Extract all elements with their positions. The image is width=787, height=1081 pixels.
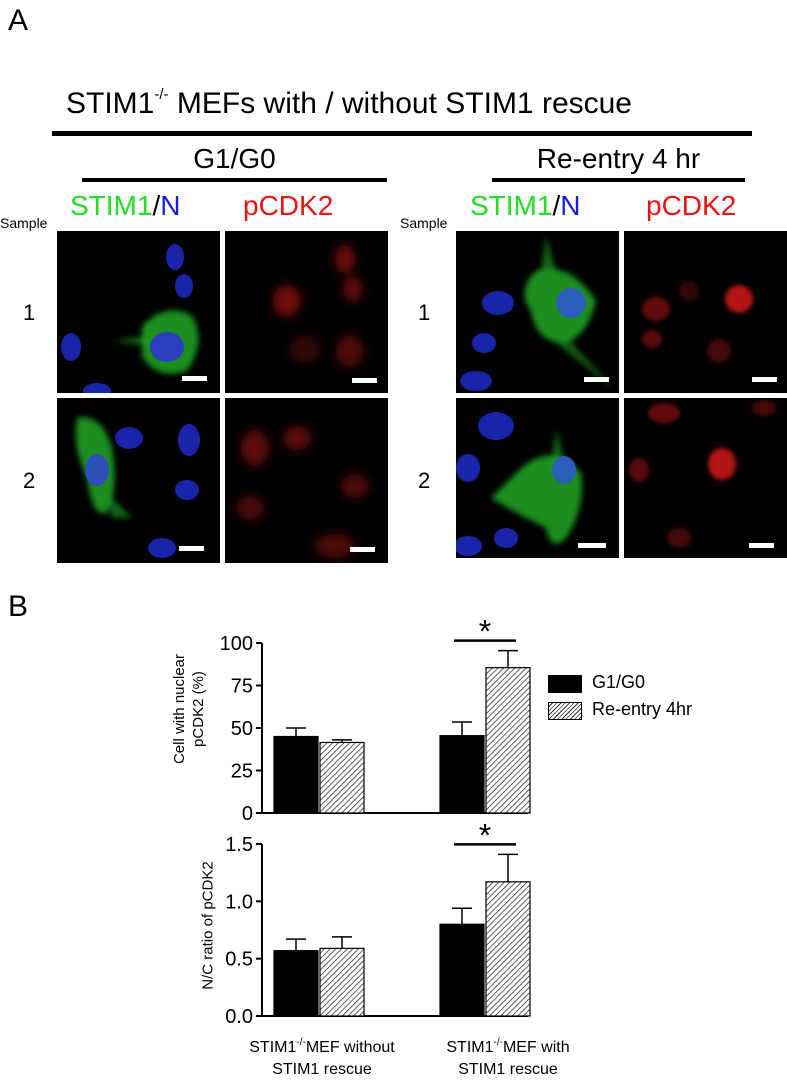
micrograph-reentry-pcdk2-sample2 — [624, 398, 787, 558]
legend-label-g1g0: G1/G0 — [592, 672, 646, 692]
chart-1-significance-star: * — [479, 614, 491, 650]
label-n: N — [160, 190, 181, 221]
label-stim1: STIM1 — [70, 190, 153, 221]
group-label-line2: STIM1 rescue — [272, 1061, 372, 1078]
row-number-1-right: 1 — [418, 300, 431, 325]
label-sep: / — [552, 190, 561, 221]
col-label-pcdk2-right: pCDK2 — [646, 190, 737, 221]
chart-1-tick-label: 75 — [231, 676, 253, 698]
group-underline-g1g0 — [82, 178, 387, 182]
chart-2-significance-star: * — [479, 817, 491, 853]
row-number-1-left: 1 — [23, 300, 36, 325]
legend-label-reentry: Re-entry 4hr — [592, 699, 693, 719]
row-number-2-left: 2 — [23, 468, 36, 493]
label-n: N — [560, 190, 581, 221]
chart-1-ylabel-line1: Cell with nuclear — [171, 653, 188, 765]
chart-2-bar — [273, 950, 319, 1017]
group-label-gene: STIM1 — [446, 1039, 494, 1056]
title-genotype: -/- — [154, 86, 169, 103]
legend-swatch-reentry — [548, 702, 582, 720]
chart-2-tick-label: 0.0 — [225, 1006, 253, 1028]
chart-2-tick-label: 0.5 — [225, 949, 253, 971]
col-label-stim-n-right: STIM1/N — [470, 190, 580, 222]
chart-2-tick-label: 1.5 — [225, 834, 253, 856]
chart-1-tick-label: 100 — [220, 633, 253, 655]
chart-1-ylabel-line2: pCDK2 (%) — [190, 671, 207, 747]
micrograph-g1g0-pcdk2-sample1 — [225, 231, 388, 393]
group-label-condition: MEF without — [305, 1039, 395, 1056]
chart-2-tick-label: 1.0 — [225, 891, 253, 913]
group-label-genotype: -/- — [296, 1037, 306, 1048]
group-underline-reentry — [492, 178, 745, 182]
group-label-condition: MEF with — [502, 1039, 570, 1056]
label-stim1: STIM1 — [470, 190, 553, 221]
group-title-reentry: Re-entry 4 hr — [536, 143, 701, 174]
panel-a-letter: A — [8, 4, 29, 37]
group-title-g1g0: G1/G0 — [193, 143, 276, 174]
chart-2-bar — [439, 923, 485, 1017]
group-label-without-rescue: STIM1-/-MEF without STIM1 rescue — [222, 1032, 422, 1081]
micrograph-g1g0-stim1-n-sample1 — [57, 231, 220, 393]
chart-1-bar — [439, 735, 485, 814]
group-label-line2: STIM1 rescue — [458, 1061, 558, 1078]
title-rest: MEFs with / without STIM1 rescue — [168, 87, 632, 120]
col-label-pcdk2-left: pCDK2 — [243, 190, 334, 221]
chart-2-bar — [319, 947, 365, 1017]
chart-1-tick-label: 0 — [242, 803, 253, 825]
chart-1-bar — [273, 735, 319, 814]
title-underline — [52, 131, 752, 136]
chart-1-bar — [485, 667, 531, 814]
panel-a-title: STIM1-/- MEFs with / without STIM1 rescu… — [66, 86, 632, 121]
sample-heading-right: Sample — [400, 215, 448, 231]
group-label-genotype: -/- — [493, 1037, 503, 1048]
chart-1-tick-label: 25 — [231, 761, 253, 783]
chart-1-tick-label: 50 — [231, 718, 253, 740]
micrograph-reentry-stim1-n-sample1 — [456, 231, 619, 393]
legend-swatch-g1g0 — [548, 675, 582, 693]
panel-b-letter: B — [8, 590, 29, 623]
micrograph-g1g0-pcdk2-sample2 — [225, 398, 388, 563]
micrograph-reentry-pcdk2-sample1 — [624, 231, 787, 393]
col-label-stim-n-left: STIM1/N — [70, 190, 180, 222]
group-label-gene: STIM1 — [249, 1039, 297, 1056]
chart-1-bar — [319, 741, 365, 814]
sample-heading-left: Sample — [0, 215, 48, 231]
chart-2-ylabel: N/C ratio of pCDK2 — [199, 861, 217, 990]
chart-1-ylabel: Cell with nuclear pCDK2 (%) — [170, 634, 208, 784]
title-gene: STIM1 — [66, 87, 155, 120]
group-label-with-rescue: STIM1-/-MEF with STIM1 rescue — [408, 1032, 608, 1081]
label-sep: / — [152, 190, 161, 221]
row-number-2-right: 2 — [418, 468, 431, 493]
micrograph-reentry-stim1-n-sample2 — [456, 398, 619, 558]
chart-2-bar — [485, 881, 531, 1017]
micrograph-g1g0-stim1-n-sample2 — [57, 398, 220, 563]
